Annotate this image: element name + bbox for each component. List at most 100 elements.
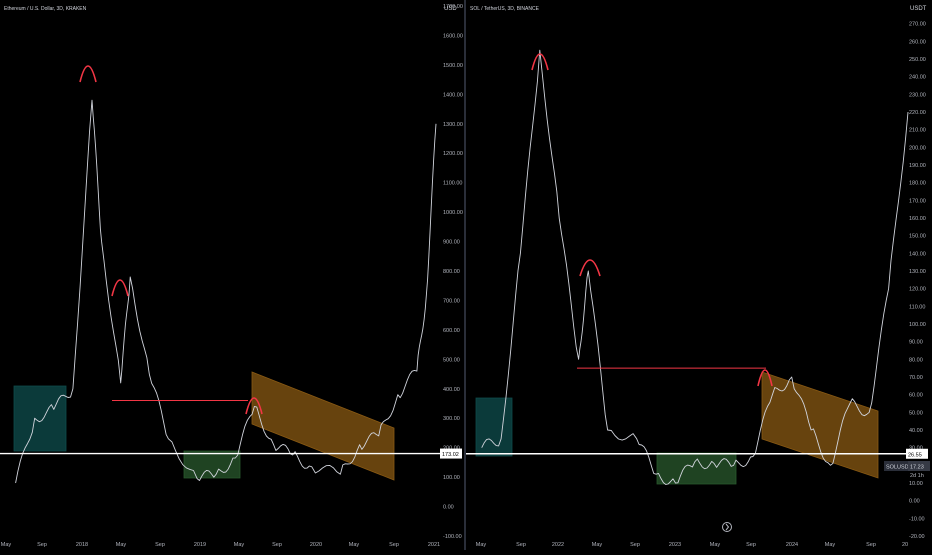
y-tick-label: 180.00 [909, 181, 926, 187]
x-tick-label: May [234, 542, 245, 548]
y-axis-unit-label: USD [444, 6, 457, 12]
peak-arc-marker [245, 397, 263, 415]
y-tick-label: 30.00 [909, 446, 923, 452]
y-tick-label: 1500.00 [443, 63, 463, 69]
y-tick-label: 190.00 [909, 163, 926, 169]
x-tick-label: May [476, 542, 487, 548]
x-tick-label: 2022 [552, 542, 564, 548]
symbol-price-box [908, 461, 930, 471]
x-tick-label: Sep [516, 542, 526, 548]
price-series-line [15, 99, 437, 484]
y-tick-label: -100.00 [443, 534, 462, 540]
peak-arc-marker [111, 279, 129, 297]
y-tick-label: 10.00 [909, 481, 923, 487]
y-tick-label: 50.00 [909, 410, 923, 416]
symbol-label-box [884, 461, 908, 471]
y-tick-label: 70.00 [909, 375, 923, 381]
x-tick-label: May [710, 542, 721, 548]
price-series-line [481, 49, 909, 485]
price-label-box [906, 448, 928, 459]
descending-channel-box [251, 371, 395, 481]
x-tick-label: Sep [389, 542, 399, 548]
peak-arc-marker [79, 65, 97, 83]
y-tick-label: 1100.00 [443, 181, 462, 187]
y-tick-label: -10.00 [909, 516, 925, 522]
symbol-label-text: SOLUSDT [886, 465, 913, 471]
y-tick-label: 0.00 [909, 499, 920, 505]
y-tick-label: 1200.00 [443, 151, 463, 157]
eth-chart-pane: Ethereum / U.S. Dollar, 3D, KRAKEN USD170… [0, 4, 463, 548]
y-tick-label: 200.00 [909, 145, 926, 151]
x-tick-label: May [592, 542, 603, 548]
x-tick-label: 2020 [310, 542, 322, 548]
x-tick-label: Sep [155, 542, 165, 548]
chart-title: SOL / TetherUS, 3D, BINANCE [470, 6, 540, 12]
x-tick-label: 2018 [76, 542, 88, 548]
x-tick-label: 2024 [786, 542, 798, 548]
bottom-box [183, 450, 241, 479]
y-tick-label: 1700.00 [443, 4, 463, 10]
y-tick-label: 90.00 [909, 340, 923, 346]
y-tick-label: 220.00 [909, 110, 926, 116]
y-tick-label: 1000.00 [443, 210, 463, 216]
y-tick-label: 250.00 [909, 57, 926, 63]
x-tick-label: 20 [902, 542, 908, 548]
accumulation-box [13, 385, 67, 452]
x-tick-label: May [349, 542, 360, 548]
x-tick-label: Sep [272, 542, 282, 548]
y-tick-label: 1400.00 [443, 92, 463, 98]
bottom-box [656, 452, 737, 485]
replay-icon[interactable] [722, 522, 732, 532]
y-tick-label: 80.00 [909, 357, 923, 363]
y-tick-label: 260.00 [909, 39, 926, 45]
y-tick-label: -20.00 [909, 534, 925, 540]
descending-channel-box [761, 371, 879, 479]
y-tick-label: 140.00 [909, 251, 926, 257]
x-tick-label: Sep [37, 542, 47, 548]
y-tick-label: 120.00 [909, 287, 926, 293]
y-tick-label: 1300.00 [443, 122, 463, 128]
price-label-box [440, 448, 462, 459]
y-tick-label: 800.00 [443, 269, 460, 275]
price-label-text: 26.55 [908, 452, 922, 458]
x-tick-label: May [116, 542, 127, 548]
symbol-price-text: 17.23 [910, 465, 924, 471]
y-tick-label: 0.00 [443, 505, 454, 511]
y-tick-label: 700.00 [443, 298, 460, 304]
x-tick-label: May [825, 542, 836, 548]
y-tick-label: 60.00 [909, 393, 923, 399]
sol-chart-pane: SOL / TetherUS, 3D, BINANCE USDT 270.00 260… [466, 6, 930, 548]
y-tick-label: 500.00 [443, 357, 460, 363]
x-tick-label: 2021 [428, 542, 440, 548]
y-tick-label: 160.00 [909, 216, 926, 222]
y-tick-label: 210.00 [909, 128, 926, 134]
y-tick-label: 110.00 [909, 304, 925, 310]
y-tick-label: 270.00 [909, 22, 926, 28]
y-tick-label: 100.00 [909, 322, 926, 328]
peak-arc-marker [579, 259, 601, 277]
y-tick-label: 150.00 [909, 234, 926, 240]
y-tick-label: 230.00 [909, 92, 926, 98]
y-tick-label: 170.00 [909, 198, 926, 204]
current-price-marker: 173.02 [440, 448, 462, 459]
x-tick-label: 2019 [194, 542, 206, 548]
symbol-countdown-text: 2d 1h [910, 473, 924, 479]
y-axis-unit-label: USDT [910, 6, 927, 12]
y-tick-label: 900.00 [443, 240, 460, 246]
x-tick-label: Sep [866, 542, 876, 548]
x-tick-label: May [1, 542, 12, 548]
y-tick-label: 100.00 [443, 475, 460, 481]
x-tick-label: Sep [630, 542, 640, 548]
x-tick-label: Sep [746, 542, 756, 548]
y-tick-label: 600.00 [443, 328, 460, 334]
price-label-text: 173.02 [442, 452, 459, 458]
chart-title: Ethereum / U.S. Dollar, 3D, KRAKEN [4, 6, 87, 12]
current-price-marker: 26.55 [906, 448, 928, 459]
y-tick-label: 300.00 [443, 416, 460, 422]
pane-divider[interactable] [464, 0, 466, 550]
y-tick-label: 40.00 [909, 428, 923, 434]
y-tick-label: 240.00 [909, 75, 926, 81]
x-tick-label: 2023 [669, 542, 681, 548]
